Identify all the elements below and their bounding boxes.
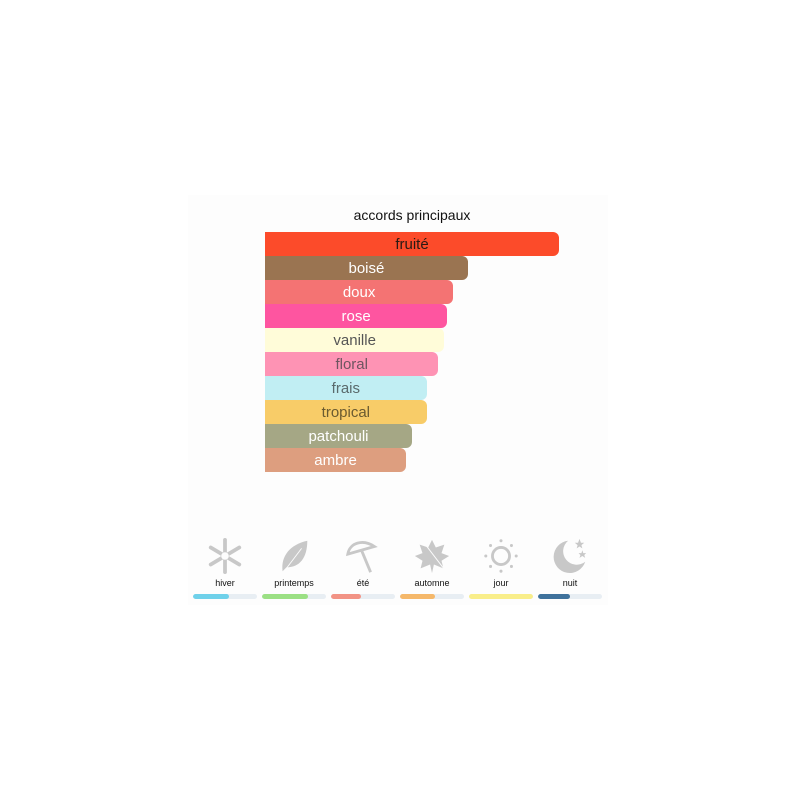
season-label: printemps <box>274 578 314 588</box>
accord-bars: fruité boisé doux rose vanille floral frais tro… <box>265 232 559 472</box>
season-label: nuit <box>562 578 578 588</box>
leaf-icon <box>282 540 308 573</box>
season-bar-fill <box>262 594 309 599</box>
season-bar-fill <box>538 594 570 599</box>
season-bar-track <box>193 594 257 599</box>
accord-label: floral <box>335 355 368 373</box>
season-bar-track <box>331 594 395 599</box>
season-bar-track <box>262 594 326 599</box>
accord-bar-4: vanille <box>265 328 445 352</box>
accord-label: ambre <box>314 451 357 469</box>
accord-bar-9: ambre <box>265 448 407 472</box>
season-bar-track <box>469 594 533 599</box>
season-label: jour <box>493 578 509 588</box>
accord-label: fruité <box>395 235 429 253</box>
accord-bar-6: frais <box>265 376 427 400</box>
season-printemps: printemps <box>262 537 326 599</box>
season-nuit: nuit <box>538 537 602 599</box>
chart-title: accords principaux <box>353 207 471 223</box>
accord-bar-0: fruité <box>265 232 559 256</box>
season-ratings: hiver printemps été automne jour nuit <box>193 537 602 599</box>
accord-label: vanille <box>333 331 376 349</box>
season-bar-track <box>400 594 464 599</box>
accord-bar-7: tropical <box>265 400 427 424</box>
sun-icon <box>484 539 518 573</box>
season-bar-fill <box>469 594 533 599</box>
accord-label: tropical <box>321 403 371 421</box>
accord-label: frais <box>331 379 361 397</box>
moon-icon <box>553 538 587 574</box>
season-label: automne <box>414 578 450 588</box>
season-label: hiver <box>215 578 235 588</box>
accord-bar-1: boisé <box>265 256 468 280</box>
snowflake-icon <box>208 537 242 575</box>
season-bar-fill <box>193 594 229 599</box>
accord-label: doux <box>342 283 376 301</box>
season-hiver: hiver <box>193 537 257 599</box>
season-bar-track <box>538 594 602 599</box>
accord-bar-2: doux <box>265 280 454 304</box>
season-été: été <box>331 537 395 599</box>
season-jour: jour <box>469 537 533 599</box>
accord-label: boisé <box>348 259 385 277</box>
season-bar-fill <box>331 594 362 599</box>
umbrella-icon <box>346 541 378 573</box>
accord-label: rose <box>341 307 371 325</box>
accord-bar-3: rose <box>265 304 448 328</box>
accord-label: patchouli <box>308 427 369 445</box>
accord-bar-8: patchouli <box>265 424 412 448</box>
season-automne: automne <box>400 537 464 599</box>
season-bar-fill <box>400 594 435 599</box>
accord-bar-5: floral <box>265 352 439 376</box>
maple-leaf-icon <box>414 539 450 574</box>
season-label: été <box>356 578 370 588</box>
